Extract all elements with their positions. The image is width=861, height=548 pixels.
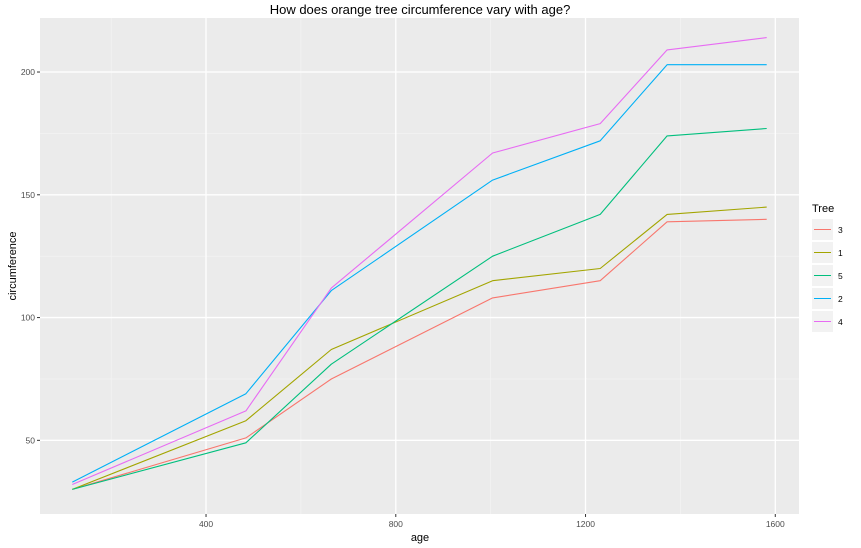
- legend-label-tree-3: 3: [838, 225, 843, 235]
- y-tick-label: 50: [26, 435, 36, 445]
- series-line-tree-2: [72, 64, 767, 483]
- x-tick-label: 1200: [576, 519, 595, 529]
- legend-label-tree-4: 4: [838, 317, 843, 327]
- axis-ticks: [37, 71, 776, 517]
- series-line-tree-5: [72, 127, 767, 490]
- tick-labels: 400 800 1200 1600 50 100 150 200: [21, 67, 785, 529]
- x-axis-title: age: [411, 532, 429, 544]
- x-tick-label: 800: [389, 519, 403, 529]
- minor-gridlines: [40, 18, 799, 514]
- major-gridlines: [40, 18, 799, 514]
- legend: Tree 3 1 5 2 4: [812, 203, 843, 332]
- x-tick-label: 1600: [766, 519, 785, 529]
- legend-title: Tree: [812, 203, 834, 215]
- plot-panel: [40, 18, 799, 514]
- series-lines: [72, 37, 767, 490]
- legend-label-tree-5: 5: [838, 271, 843, 281]
- series-line-tree-4: [72, 37, 767, 486]
- y-tick-label: 200: [21, 67, 35, 77]
- series-line-tree-3: [72, 218, 767, 490]
- legend-label-tree-2: 2: [838, 294, 843, 304]
- x-tick-label: 400: [199, 519, 213, 529]
- chart-title: How does orange tree circumference vary …: [270, 2, 571, 17]
- y-tick-label: 150: [21, 190, 35, 200]
- y-tick-label: 100: [21, 313, 35, 323]
- series-line-tree-1: [72, 206, 767, 490]
- legend-label-tree-1: 1: [838, 248, 843, 258]
- y-axis-title: circumference: [7, 231, 19, 300]
